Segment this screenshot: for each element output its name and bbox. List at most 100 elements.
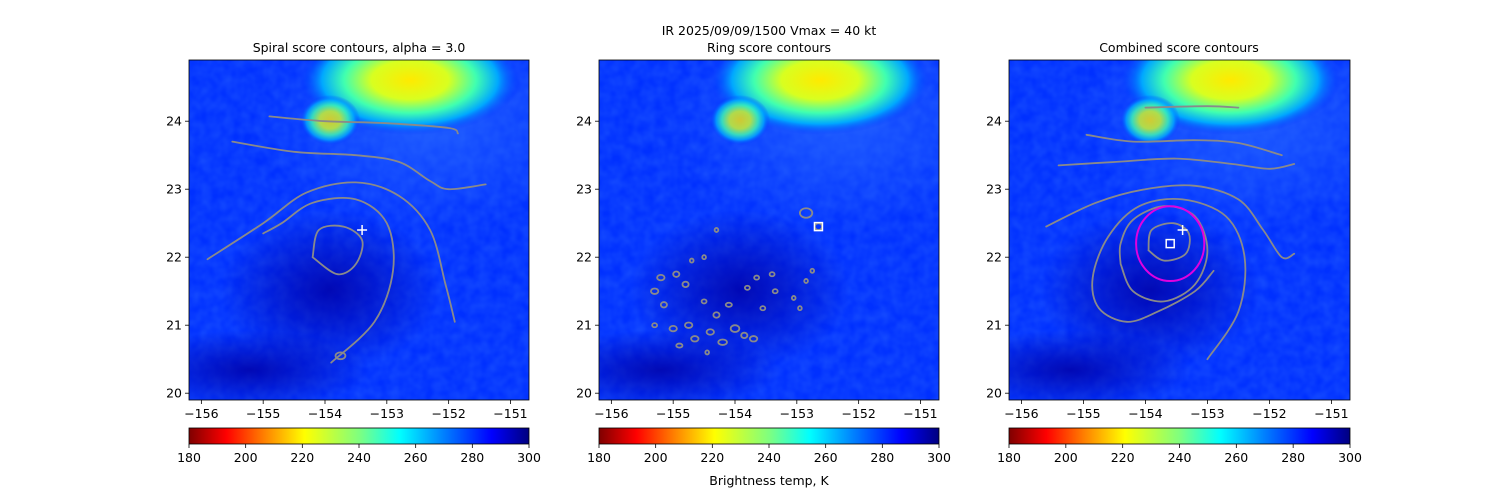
x-tick-label: −153 bbox=[780, 406, 814, 421]
contour-blob bbox=[690, 335, 700, 343]
contour-line bbox=[231, 140, 487, 191]
x-tick-label: −154 bbox=[718, 406, 752, 421]
x-tick-label: −151 bbox=[903, 406, 937, 421]
y-axis: 20 21 22 23 24 bbox=[576, 114, 599, 401]
contour-line bbox=[1045, 184, 1296, 260]
center-plus-marker bbox=[1177, 225, 1188, 235]
colorbar-tick-label: 260 bbox=[1224, 450, 1248, 465]
contour-line bbox=[262, 197, 395, 364]
colorbar-tick-label: 180 bbox=[177, 450, 201, 465]
ir-image bbox=[599, 60, 939, 400]
contour-blob bbox=[790, 295, 797, 301]
contour-blob bbox=[768, 271, 776, 278]
colorbar-label: Brightness temp, K bbox=[709, 473, 829, 488]
panel-title: Spiral score contours, alpha = 3.0 bbox=[253, 40, 466, 55]
x-tick-label: −152 bbox=[841, 406, 875, 421]
contour-blob bbox=[743, 284, 751, 291]
contour-line bbox=[311, 224, 364, 276]
y-tick-label: 24 bbox=[986, 114, 1002, 129]
x-tick-label: −151 bbox=[493, 406, 527, 421]
contour-line bbox=[268, 115, 459, 135]
x-tick-label: −155 bbox=[1066, 406, 1100, 421]
contour-blob bbox=[771, 288, 779, 295]
contour-blob bbox=[688, 257, 695, 264]
y-tick-label: 21 bbox=[986, 318, 1002, 333]
contour-blob bbox=[724, 301, 733, 308]
contour-blob bbox=[717, 338, 728, 346]
x-tick-label: −151 bbox=[1314, 406, 1348, 421]
contour-blob bbox=[803, 278, 809, 284]
colorbar-tick-label: 180 bbox=[997, 450, 1021, 465]
colorbar-tick-label: 280 bbox=[1281, 450, 1305, 465]
contour-blob bbox=[729, 324, 741, 333]
colorbar-gradient bbox=[599, 428, 939, 444]
contour-blob bbox=[740, 331, 749, 340]
center-square-marker bbox=[813, 221, 824, 232]
contour-blob bbox=[797, 305, 803, 312]
contour-line bbox=[1057, 157, 1296, 170]
ring-circle bbox=[1135, 205, 1206, 283]
contour-group bbox=[650, 207, 824, 356]
colorbar-tick-label: 260 bbox=[814, 450, 838, 465]
contour-blob bbox=[809, 267, 816, 274]
contour-group bbox=[1045, 105, 1296, 361]
y-tick-label: 22 bbox=[166, 250, 182, 265]
contour-blob bbox=[759, 305, 767, 312]
colorbar-tick-label: 220 bbox=[1111, 450, 1135, 465]
colorbar-tick-label: 260 bbox=[404, 450, 428, 465]
contour-blob bbox=[701, 254, 707, 261]
contour-line bbox=[1085, 133, 1283, 157]
x-tick-label: −153 bbox=[370, 406, 404, 421]
contour-blob bbox=[675, 342, 684, 349]
contour-blob bbox=[799, 207, 814, 219]
y-axis: 20 21 22 23 24 bbox=[166, 114, 189, 401]
colorbar-tick-label: 240 bbox=[1168, 450, 1192, 465]
x-tick-label: −154 bbox=[308, 406, 342, 421]
contour-blob bbox=[705, 328, 715, 336]
contour-blob bbox=[334, 351, 347, 361]
y-tick-label: 23 bbox=[576, 182, 592, 197]
x-tick-label: −154 bbox=[1128, 406, 1162, 421]
x-tick-label: −152 bbox=[431, 406, 465, 421]
contour-blob bbox=[681, 280, 690, 289]
contour-blob bbox=[651, 322, 659, 329]
contour-blob bbox=[753, 274, 761, 281]
panel-combined: Combined score contours −156 −155 −154 −153… bbox=[986, 40, 1362, 465]
x-axis: −156 −155 −154 −153 −152 −151 bbox=[1004, 400, 1349, 421]
center-plus-marker bbox=[357, 225, 368, 235]
y-tick-label: 21 bbox=[166, 318, 182, 333]
colorbar-tick-label: 220 bbox=[290, 450, 314, 465]
panel-ring: Ring score contours −156 −155 −154 −153 −152… bbox=[576, 40, 951, 488]
center-square-marker bbox=[1165, 238, 1175, 249]
colorbar-tick-label: 200 bbox=[234, 450, 258, 465]
x-tick-label: −155 bbox=[246, 406, 280, 421]
contour-blob bbox=[712, 311, 721, 319]
marker-group bbox=[357, 225, 368, 235]
contour-blob bbox=[656, 273, 666, 282]
contour-blob bbox=[713, 227, 720, 233]
contour-line bbox=[1144, 105, 1240, 109]
y-tick-label: 21 bbox=[576, 318, 592, 333]
contour-blob bbox=[700, 298, 708, 305]
colorbar-tick-label: 280 bbox=[870, 450, 894, 465]
y-tick-label: 20 bbox=[576, 386, 592, 401]
figure-title: IR 2025/09/09/1500 Vmax = 40 kt bbox=[662, 23, 877, 38]
contour-line bbox=[1118, 205, 1209, 303]
colorbar-tick-label: 240 bbox=[347, 450, 371, 465]
axes-frame bbox=[1008, 59, 1351, 401]
colorbar-tick-label: 220 bbox=[700, 450, 724, 465]
colorbar-gradient bbox=[189, 428, 529, 444]
contour-blob bbox=[748, 335, 759, 343]
contour-blob bbox=[650, 287, 660, 295]
ir-image bbox=[1009, 60, 1350, 400]
contour-blob bbox=[684, 321, 694, 329]
contour-group bbox=[206, 115, 487, 364]
x-axis: −156 −155 −154 −153 −152 −151 bbox=[594, 400, 938, 421]
contour-line bbox=[206, 181, 456, 323]
y-tick-label: 24 bbox=[576, 114, 592, 129]
x-tick-label: −156 bbox=[184, 406, 218, 421]
colorbar-tick-label: 300 bbox=[927, 450, 951, 465]
y-axis: 20 21 22 23 24 bbox=[986, 114, 1009, 401]
x-tick-label: −156 bbox=[1004, 406, 1038, 421]
